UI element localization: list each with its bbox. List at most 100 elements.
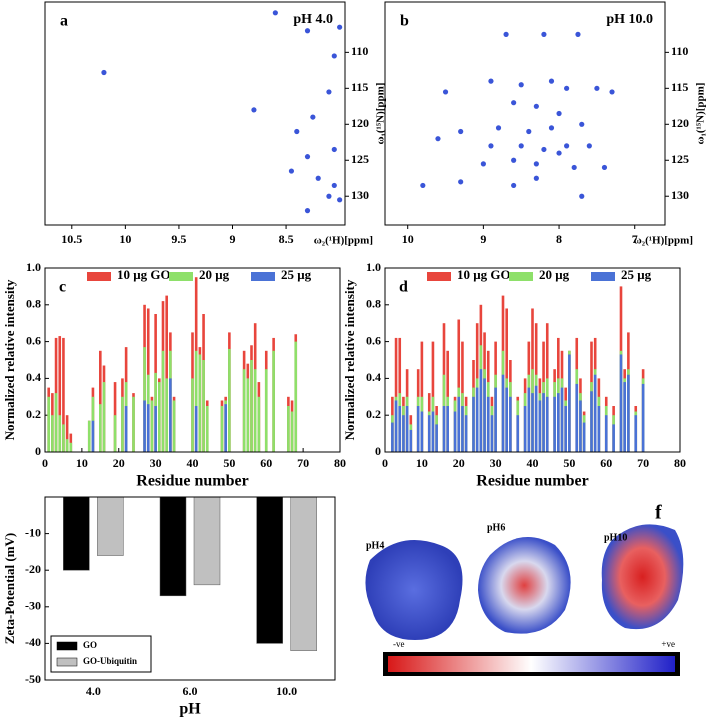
bar	[490, 415, 494, 452]
panel-letter: f	[655, 502, 662, 524]
y-tick-label: 0.6	[26, 333, 41, 347]
annotation: pH 4.0	[293, 12, 333, 27]
y-axis-label: Normalized relative intensity	[2, 279, 17, 440]
bar	[47, 396, 50, 452]
bar	[242, 369, 246, 452]
x-tick-label: 50	[563, 456, 575, 470]
bar	[483, 378, 486, 452]
y-tick-label: 0	[35, 444, 41, 458]
bar	[593, 374, 597, 452]
bar	[627, 374, 630, 452]
bar	[198, 354, 202, 452]
x-tick-label: 10.5	[61, 232, 82, 246]
bar	[619, 354, 623, 452]
bar	[51, 415, 54, 452]
legend-label: 25 μg	[281, 267, 312, 282]
bar	[193, 496, 221, 586]
bar	[63, 496, 90, 571]
panel-letter: b	[400, 13, 409, 30]
legend-label: 20 μg	[539, 267, 570, 282]
y-axis-label: ω₁(¹⁵N)[ppm]	[695, 83, 707, 145]
panel-letter: d	[399, 279, 408, 296]
bar	[58, 415, 62, 452]
bar	[479, 369, 483, 452]
bar	[65, 415, 69, 452]
bar	[62, 424, 65, 452]
x-tick-label: 20	[113, 456, 125, 470]
peak	[294, 128, 300, 135]
legend-label: 10 μg GO	[117, 267, 171, 282]
peak	[511, 100, 517, 106]
peak	[511, 157, 517, 163]
bar	[590, 391, 593, 452]
peak	[272, 10, 278, 16]
bar	[290, 411, 294, 452]
x-tick-label: 70	[297, 456, 309, 470]
bar	[391, 422, 394, 452]
y-tick-label: 0.2	[26, 407, 41, 421]
peak	[435, 136, 441, 142]
x-tick-label: 20	[453, 456, 465, 470]
peak	[420, 182, 426, 189]
bar	[416, 406, 420, 452]
x-tick-label: 60	[260, 456, 272, 470]
bar	[582, 422, 586, 452]
y-tick-label: 0.6	[366, 333, 381, 347]
peak	[331, 53, 337, 59]
bar	[58, 336, 62, 452]
bar	[560, 387, 564, 452]
bar	[542, 393, 545, 452]
legend-swatch	[56, 641, 78, 651]
y-tick-label: 110	[671, 44, 688, 58]
y-tick-label: -10	[25, 525, 41, 539]
peak	[442, 89, 449, 95]
bar	[87, 420, 91, 452]
panel-letter: a	[60, 13, 68, 30]
bar	[457, 396, 461, 452]
y-tick-label: 130	[351, 188, 369, 202]
y-tick-label: 125	[671, 152, 689, 166]
peak	[526, 128, 532, 135]
peak	[288, 168, 295, 174]
bar	[579, 400, 582, 452]
y-tick-label: 0.8	[26, 297, 41, 311]
peak	[548, 125, 555, 131]
x-tick-label: 30	[490, 456, 502, 470]
peak	[541, 31, 547, 37]
y-tick-label: 130	[671, 188, 689, 202]
bar	[158, 382, 161, 452]
x-axis-label: Residue number	[476, 473, 588, 490]
bar	[435, 424, 438, 452]
peak	[458, 179, 464, 185]
surface-label: pH4	[366, 540, 384, 551]
peak	[548, 78, 555, 84]
plot-frame	[44, 1, 346, 226]
peak	[556, 150, 562, 156]
y-axis-label: Zeta-Potential (mV)	[2, 533, 17, 645]
bar	[224, 404, 227, 452]
y-tick-label: 0.4	[26, 370, 41, 384]
x-tick-label: 10	[76, 456, 88, 470]
peak	[331, 146, 337, 153]
plot-frame	[384, 1, 666, 226]
peak	[541, 146, 547, 153]
bar	[557, 393, 560, 452]
bar	[169, 378, 172, 452]
scale-max-label: +ve	[661, 639, 675, 649]
legend-label: 25 μg	[621, 267, 652, 282]
peak	[556, 110, 562, 117]
peak	[304, 208, 311, 214]
bar	[612, 424, 615, 452]
peak	[458, 128, 464, 135]
x-tick-label: 0	[42, 456, 48, 470]
peak	[579, 193, 585, 199]
legend-label: 10 μg GO	[457, 267, 511, 282]
surface-ph4	[365, 540, 463, 640]
bar	[256, 496, 283, 644]
bar	[516, 415, 520, 452]
surface-ph10	[601, 524, 684, 630]
y-tick-label: -20	[25, 562, 41, 576]
peak	[304, 28, 311, 34]
bar	[505, 387, 508, 452]
